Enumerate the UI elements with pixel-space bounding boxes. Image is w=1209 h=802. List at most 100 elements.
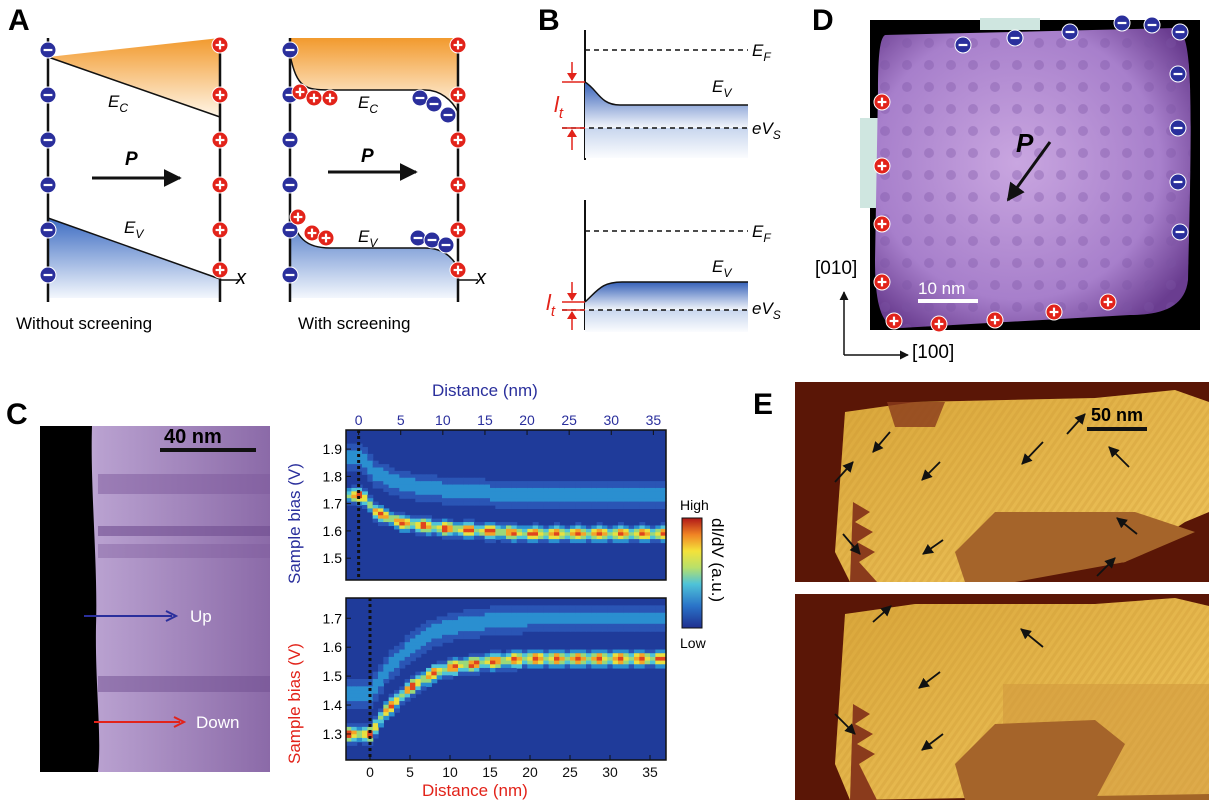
negative-charge-icon [1113, 14, 1131, 32]
positive-charge-icon [1099, 293, 1117, 311]
scale-bar-d-label: 10 nm [918, 279, 965, 298]
domain-arrow-icon [921, 461, 941, 481]
positive-charge-icon [211, 131, 229, 149]
panel-c-stm-image: 40 nm Up Down [40, 426, 270, 772]
domain-arrow-icon [1108, 446, 1130, 468]
p-label-right: P [361, 146, 374, 167]
negative-charge-icon [1171, 223, 1189, 241]
negative-charge-icon [281, 131, 299, 149]
negative-charge-icon [39, 266, 57, 284]
positive-charge-icon [291, 83, 309, 101]
ev-label-lower: EV [712, 257, 732, 280]
conduction-band-fill-left [48, 38, 220, 117]
domain-arrow-icon [842, 533, 861, 555]
y-tick-label: 1.3 [323, 726, 343, 742]
top-yaxis-title: Sample bias (V) [285, 463, 304, 584]
panel-a-diagram: EC EV P x EC EV P x [39, 36, 487, 302]
ef-label-lower: EF [752, 222, 771, 245]
y-tick-label: 1.6 [323, 523, 343, 539]
colorbar-high-label: High [680, 497, 709, 513]
positive-charge-icon [1045, 303, 1063, 321]
panel-label-c: C [6, 398, 28, 431]
positive-charge-icon [873, 215, 891, 233]
x-tick-label: 20 [519, 412, 535, 428]
domain-arrow-icon [922, 539, 944, 555]
x-tick-label: 35 [642, 764, 658, 780]
positive-charge-icon [930, 315, 948, 333]
x-tick-label: 10 [442, 764, 458, 780]
x-tick-label: 25 [561, 412, 577, 428]
x-tick-label: 30 [602, 764, 618, 780]
valence-band-fill-right [290, 212, 458, 298]
negative-charge-icon [1169, 173, 1187, 191]
negative-charge-icon [1169, 65, 1187, 83]
evs-label-lower: eVS [752, 299, 781, 322]
positive-charge-icon [986, 311, 1004, 329]
ec-label-left: EC [108, 92, 128, 115]
y-tick-label: 1.6 [323, 639, 343, 655]
domain-arrow-icon [1066, 413, 1086, 435]
domain-arrow-icon [1096, 557, 1116, 577]
axis-label-100: [100] [912, 342, 955, 363]
negative-charge-icon [39, 131, 57, 149]
positive-charge-icon [885, 312, 903, 330]
bottom-yaxis-title: Sample bias (V) [285, 643, 304, 764]
negative-charge-icon [1061, 23, 1079, 41]
colorbar-title: dI/dV (a.u.) [708, 518, 727, 602]
negative-charge-icon [39, 221, 57, 239]
x-tick-label: 15 [482, 764, 498, 780]
x-tick-label: 35 [646, 412, 662, 428]
up-label: Up [190, 607, 212, 626]
positive-charge-icon [211, 221, 229, 239]
x-tick-label: 25 [562, 764, 578, 780]
positive-charge-icon [211, 261, 229, 279]
valence-band-fill-left [48, 218, 220, 298]
scale-bar-e-label: 50 nm [1091, 405, 1143, 425]
conduction-band-fill-right [290, 38, 458, 112]
colorbar [681, 517, 703, 629]
negative-charge-icon [281, 266, 299, 284]
axis-label-010: [010] [815, 258, 858, 279]
x-tick-label: 20 [522, 764, 538, 780]
polarization-arrow-d [1006, 141, 1052, 202]
panel-label-b: B [538, 4, 560, 37]
negative-charge-icon [39, 86, 57, 104]
ef-label-upper: EF [752, 41, 771, 64]
domain-arrow-icon [921, 733, 944, 751]
domain-arrow-icon [834, 713, 856, 735]
y-tick-label: 1.7 [323, 610, 343, 626]
down-label: Down [196, 713, 239, 732]
it-label-upper: lt [554, 92, 564, 122]
domain-arrow-icon [1020, 628, 1044, 648]
y-tick-label: 1.9 [323, 441, 343, 457]
x-tick-label: 5 [406, 764, 414, 780]
negative-charge-icon [39, 176, 57, 194]
domain-arrow-icon [918, 671, 941, 689]
ev-label-left: EV [124, 218, 144, 241]
scale-bar-d [918, 299, 978, 303]
negative-charge-icon [281, 176, 299, 194]
panel-label-e: E [753, 388, 774, 421]
ec-label-right: EC [358, 93, 378, 116]
negative-charge-icon [954, 36, 972, 54]
panel-e-top-image: 50 nm [795, 382, 1209, 582]
ev-label-upper: EV [712, 77, 732, 100]
domain-arrow-icon [1021, 441, 1044, 465]
scale-bar-c-label: 40 nm [164, 426, 222, 448]
positive-charge-icon [211, 176, 229, 194]
negative-charge-icon [1171, 23, 1189, 41]
positive-charge-icon [211, 36, 229, 54]
domain-arrow-icon [872, 431, 891, 453]
negative-charge-icon [281, 221, 299, 239]
positive-charge-icon [303, 224, 321, 242]
negative-charge-icon [39, 41, 57, 59]
positive-charge-icon [873, 273, 891, 291]
positive-charge-icon [289, 208, 307, 226]
domain-arrow-icon [1116, 517, 1138, 535]
x-tick-label: 15 [477, 412, 493, 428]
y-tick-label: 1.5 [323, 550, 343, 566]
evs-label-upper: eVS [752, 119, 781, 142]
positive-charge-icon [449, 176, 467, 194]
positive-charge-icon [449, 261, 467, 279]
positive-charge-icon [873, 157, 891, 175]
